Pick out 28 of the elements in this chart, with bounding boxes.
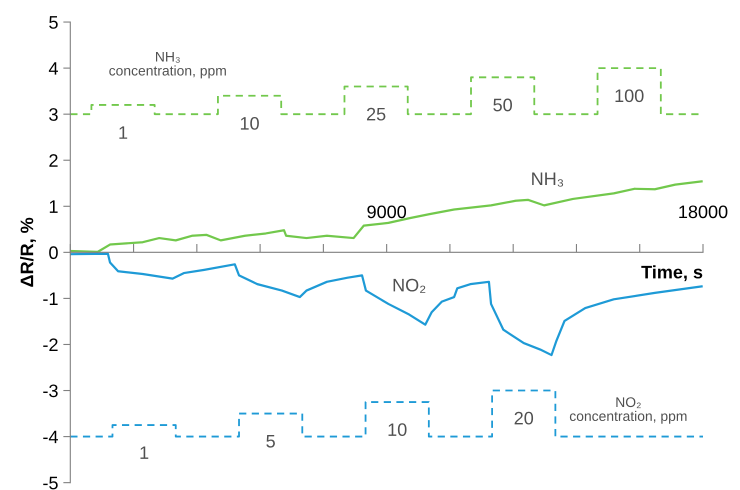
annotation: NO₂ concentration, ppm: [570, 397, 686, 424]
y-tick-label: -1: [43, 292, 58, 305]
y-tick-label: -5: [43, 476, 58, 490]
series-label: NH₃: [532, 172, 564, 187]
y-axis-title: ΔR/R, %: [20, 218, 36, 287]
x-tick-label: 18000: [679, 205, 728, 218]
annotation: 20: [514, 412, 534, 425]
series-label: NO₂: [394, 278, 426, 293]
annotation: 1: [119, 126, 128, 139]
y-tick-label: 5: [49, 16, 58, 29]
x-tick-label: 9000: [367, 205, 406, 218]
annotation: 25: [366, 108, 386, 121]
annotation: 100: [616, 89, 644, 102]
annotation: 5: [266, 434, 275, 448]
y-tick-label: 2: [49, 154, 58, 167]
annotation: 10: [388, 423, 407, 436]
y-tick-label: -2: [43, 338, 58, 352]
annotation: 50: [493, 98, 512, 112]
y-tick-label: 3: [49, 108, 58, 121]
annotation: NH₃ concentration, ppm: [109, 52, 226, 78]
x-axis-title: Time, s: [641, 265, 702, 282]
annotation: 1: [140, 446, 148, 459]
annotation: 10: [240, 116, 259, 130]
y-tick-label: -3: [43, 384, 58, 398]
y-tick-label: 4: [48, 62, 58, 75]
y-tick-label: 0: [49, 246, 58, 260]
y-tick-label: 1: [50, 200, 58, 213]
y-tick-label: -4: [43, 430, 58, 444]
